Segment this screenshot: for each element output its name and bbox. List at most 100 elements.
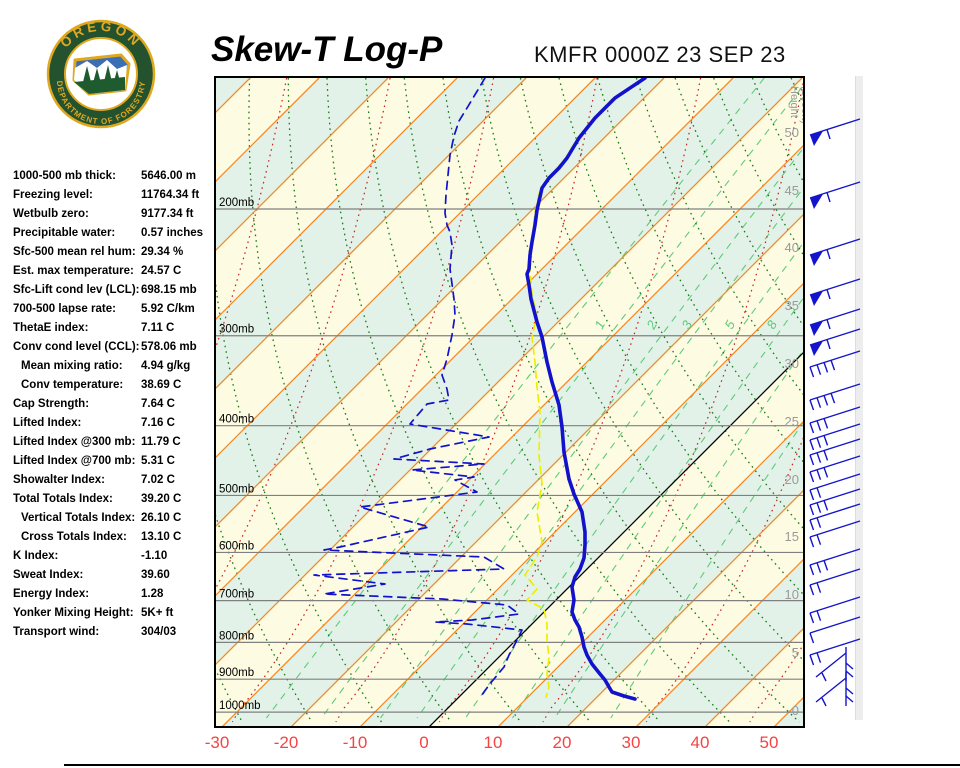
temp-axis-label: 10 (483, 733, 503, 752)
index-value: 0.57 inches (141, 227, 204, 239)
svg-text:25: 25 (785, 414, 799, 429)
index-row: Energy Index: 1.28 (13, 586, 213, 605)
temp-axis-label: 0 (419, 733, 429, 752)
svg-text:20: 20 (785, 472, 799, 487)
wind-barb (809, 473, 861, 501)
svg-text:40: 40 (785, 240, 799, 255)
svg-text:0: 0 (792, 703, 799, 718)
index-row: 700-500 lapse rate: 5.92 C/km (13, 301, 213, 320)
page-title: Skew-T Log-P (211, 30, 443, 69)
index-label: Cap Strength: (13, 398, 90, 410)
index-value: 5.92 C/km (141, 303, 195, 315)
wind-barb (809, 118, 861, 146)
wind-barb (809, 238, 861, 266)
index-row: Wetbulb zero: 9177.34 ft (13, 206, 213, 225)
svg-text:300mb: 300mb (219, 324, 254, 336)
index-row: Conv cond level (CCL): 578.06 mb (13, 339, 213, 358)
svg-text:600mb: 600mb (219, 540, 254, 552)
index-label: 700-500 lapse rate: (13, 303, 116, 315)
wind-barb (809, 568, 861, 596)
index-label: Vertical Totals Index: (21, 512, 136, 524)
index-label: Wetbulb zero: (13, 208, 89, 220)
temp-axis-label: 50 (759, 733, 779, 752)
svg-text:500mb: 500mb (219, 483, 254, 495)
wind-barb (809, 520, 861, 548)
index-value: 26.10 C (141, 512, 182, 524)
index-label: 1000-500 mb thick: (13, 170, 116, 182)
indices-panel: 1000-500 mb thick: 5646.00 m Freezing le… (13, 168, 213, 643)
index-row: ThetaE index: 7.11 C (13, 320, 213, 339)
temp-axis-label: 30 (621, 733, 641, 752)
temperature-trace (525, 78, 647, 701)
wind-barb (809, 488, 861, 516)
index-label: K Index: (13, 550, 59, 562)
wind-barb (809, 548, 861, 576)
wind-barb (809, 596, 861, 624)
index-label: Transport wind: (13, 626, 100, 638)
index-value: 578.06 mb (141, 341, 197, 353)
chart-grid (216, 78, 803, 726)
index-value: 5K+ ft (141, 607, 174, 619)
index-value: 7.16 C (141, 417, 175, 429)
index-value: 39.20 C (141, 493, 182, 505)
svg-text:10: 10 (785, 587, 799, 602)
index-value: 5646.00 m (141, 170, 196, 182)
temp-axis-label: -30 (204, 733, 230, 752)
index-row: Transport wind: 304/03 (13, 624, 213, 643)
svg-text:5: 5 (792, 645, 799, 660)
index-row: Conv temperature: 38.69 C (13, 377, 213, 396)
wind-barb (815, 672, 854, 707)
wind-barb-column (809, 118, 861, 707)
index-value: 38.69 C (141, 379, 182, 391)
index-value: -1.10 (141, 550, 168, 562)
index-value: 39.60 (141, 569, 170, 581)
index-row: Vertical Totals Index: 26.10 C (13, 510, 213, 529)
index-label: Showalter Index: (13, 474, 106, 486)
index-label: Yonker Mixing Height: (13, 607, 134, 619)
temp-axis-label: 20 (552, 733, 572, 752)
wind-barb (809, 455, 861, 483)
right-edge-strip (855, 76, 863, 720)
index-row: Freezing level: 11764.34 ft (13, 187, 213, 206)
index-label: Lifted Index @700 mb: (13, 455, 136, 467)
index-value: 1.28 (141, 588, 164, 600)
index-label: Lifted Index: (13, 417, 82, 429)
index-row: Total Totals Index: 39.20 C (13, 491, 213, 510)
wind-barb (809, 308, 861, 336)
index-row: Sweat Index: 39.60 (13, 567, 213, 586)
wind-barb (809, 181, 861, 209)
index-label: Est. max temperature: (13, 265, 134, 277)
temp-axis-label: -10 (342, 733, 368, 752)
wind-barb (809, 350, 861, 378)
index-label: Sweat Index: (13, 569, 84, 581)
index-value: 304/03 (141, 626, 177, 638)
svg-text:700mb: 700mb (219, 589, 254, 601)
svg-text:400mb: 400mb (219, 414, 254, 426)
svg-text:200mb: 200mb (219, 197, 254, 209)
index-value: 29.34 % (141, 246, 184, 258)
index-row: Cap Strength: 7.64 C (13, 396, 213, 415)
index-row: Precipitable water: 0.57 inches (13, 225, 213, 244)
station-id-and-time: KMFR 0000Z 23 SEP 23 (534, 42, 786, 67)
index-row: Cross Totals Index: 13.10 C (13, 529, 213, 548)
index-label: Sfc-500 mean rel hum: (13, 246, 136, 258)
bottom-rule (64, 764, 960, 766)
index-label: Total Totals Index: (13, 493, 113, 505)
index-value: 11.79 C (141, 436, 181, 448)
wind-barb (809, 503, 861, 531)
svg-text:35: 35 (785, 298, 799, 313)
index-label: Conv cond level (CCL): (13, 341, 140, 353)
logo-oregon-state-art (72, 53, 131, 96)
svg-text:30: 30 (785, 356, 799, 371)
index-label: Precipitable water: (13, 227, 116, 239)
temp-axis-label: -20 (273, 733, 299, 752)
wind-barb (809, 438, 861, 466)
temp-axis-label: 40 (690, 733, 710, 752)
skewt-plot-svg: 200mb 300mb 400mb 500mb 600mb 700mb 800mb 900mb… (216, 78, 811, 726)
index-value: 9177.34 ft (141, 208, 194, 220)
index-label: Freezing level: (13, 189, 93, 201)
index-row: Sfc-500 mean rel hum: 29.34 % (13, 244, 213, 263)
wind-barb (809, 278, 861, 306)
index-label: Energy Index: (13, 588, 90, 600)
